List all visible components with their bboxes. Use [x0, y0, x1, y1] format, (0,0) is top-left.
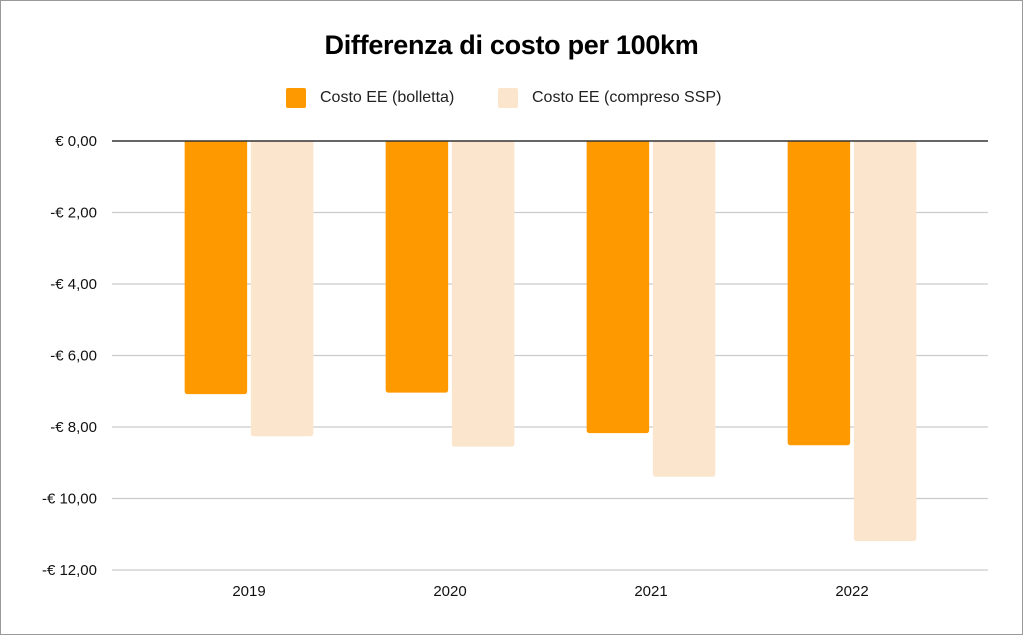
legend-item-bolletta[interactable]: Costo EE (bolletta) [286, 86, 454, 110]
bar-compreso-ssp-2020 [451, 141, 515, 447]
y-tick-label: € 0,00 [55, 133, 97, 150]
bars [184, 141, 917, 542]
y-tick-label: -€ 2,00 [50, 205, 97, 222]
legend-swatch-compreso-ssp [498, 88, 518, 108]
y-axis-ticks: € 0,00 -€ 2,00 -€ 4,00 -€ 6,00 -€ 8,00 -€ 10,… [42, 133, 97, 579]
legend-label-compreso-ssp: Costo EE (compreso SSP) [532, 89, 722, 106]
legend-swatch-bolletta [286, 88, 306, 108]
y-tick-label: -€ 6,00 [50, 348, 97, 365]
x-axis-ticks: 2019 2020 2021 2022 [232, 583, 868, 600]
legend-item-compreso-ssp[interactable]: Costo EE (compreso SSP) [498, 86, 721, 110]
bar-compreso-ssp-2019 [250, 141, 314, 437]
x-tick-label: 2020 [433, 583, 466, 600]
x-tick-label: 2022 [835, 583, 868, 600]
bar-bolletta-2019 [184, 141, 248, 395]
y-tick-label: -€ 10,00 [42, 491, 97, 508]
legend-label-bolletta: Costo EE (bolletta) [320, 89, 455, 106]
chart-legend: Costo EE (bolletta) Costo EE (compreso S… [0, 86, 1023, 112]
chart-title: Differenza di costo per 100km [324, 30, 699, 60]
y-tick-label: -€ 8,00 [50, 419, 97, 436]
bar-compreso-ssp-2021 [652, 141, 716, 477]
bar-bolletta-2021 [586, 141, 650, 434]
x-tick-label: 2021 [634, 583, 667, 600]
y-tick-label: -€ 12,00 [42, 562, 97, 579]
x-tick-label: 2019 [232, 583, 265, 600]
bar-bolletta-2020 [385, 141, 449, 393]
bar-compreso-ssp-2022 [853, 141, 917, 542]
bar-bolletta-2022 [787, 141, 851, 446]
y-tick-label: -€ 4,00 [50, 276, 97, 293]
